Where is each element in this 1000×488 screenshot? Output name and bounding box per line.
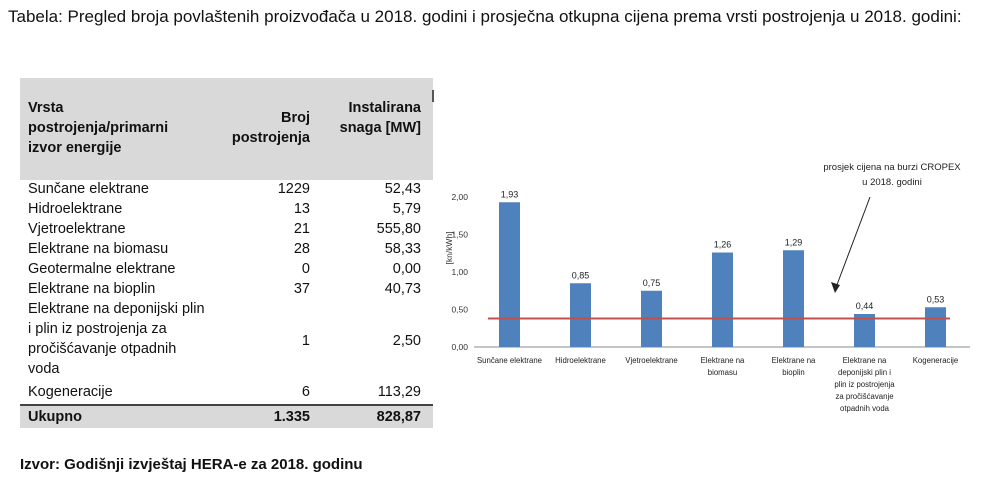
total-divider xyxy=(20,404,433,406)
category-label: bioplin xyxy=(782,368,805,377)
row-count: 28 xyxy=(293,241,310,257)
row-capacity: 40,73 xyxy=(384,281,421,297)
category-label: za pročišćavanje xyxy=(835,392,893,401)
reference-line-label: u 2018. godini xyxy=(862,177,922,188)
table-caption: Tabela: Pregled broja povlaštenih proizv… xyxy=(8,7,962,26)
bar-value-label: 0,85 xyxy=(572,270,590,280)
row-type: Elektrane na biomasu xyxy=(28,241,169,257)
reference-line-label: prosjek cijena na burzi CROPEX xyxy=(823,162,961,173)
y-tick-label: 1,00 xyxy=(451,267,468,277)
producers-table: Vrsta postrojenja/primarni izvor energij… xyxy=(20,78,433,428)
bar xyxy=(570,283,591,347)
row-count: 1 xyxy=(301,333,310,349)
row-count: 0 xyxy=(301,261,310,277)
row-count: 21 xyxy=(293,221,310,237)
row-capacity: 113,29 xyxy=(377,384,421,400)
row-capacity: 0,00 xyxy=(392,261,421,277)
category-labels: Sunčane elektrane Hidroelektrane Vjetroele… xyxy=(477,356,958,413)
y-tick-label: 0,50 xyxy=(451,305,468,315)
bar-value-label: 0,53 xyxy=(927,294,945,304)
header-type: Vrsta postrojenja/primarni izvor energij… xyxy=(28,100,169,156)
category-label: deponijski plin i xyxy=(838,368,891,377)
total-capacity: 828,87 xyxy=(376,409,421,425)
y-axis-ticks: 0,00 0,50 1,00 1,50 2,00 xyxy=(451,192,468,352)
bars-group: 1,93 0,85 0,75 1,26 1,29 0,44 0,53 xyxy=(499,189,946,347)
header-count: Broj postrojenja xyxy=(231,110,310,146)
bar xyxy=(783,250,804,347)
y-tick-label: 2,00 xyxy=(451,192,468,202)
category-label: biomasu xyxy=(708,368,737,377)
row-type: Hidroelektrane xyxy=(28,201,123,217)
row-count: 1229 xyxy=(277,181,310,197)
row-type: Elektrane na deponijski plin i plin iz p… xyxy=(28,301,205,377)
bar xyxy=(854,314,875,347)
annotation-arrow-head xyxy=(831,282,840,293)
row-type: Geotermalne elektrane xyxy=(28,261,176,277)
category-label: otpadnih voda xyxy=(840,404,890,413)
source-note: Izvor: Godišnji izvještaj HERA-e za 2018… xyxy=(20,456,363,473)
category-label: Elektrane na xyxy=(843,356,887,365)
category-label: plin iz postrojenja xyxy=(834,380,895,389)
bar-value-label: 1,93 xyxy=(501,189,519,199)
category-label: Elektrane na xyxy=(772,356,816,365)
category-label: Hidroelektrane xyxy=(555,356,606,365)
bar-value-label: 1,29 xyxy=(785,237,803,247)
row-count: 37 xyxy=(293,281,310,297)
table-header-background xyxy=(20,78,433,180)
row-capacity: 555,80 xyxy=(376,221,421,237)
bar-value-label: 1,26 xyxy=(714,240,732,250)
row-count: 6 xyxy=(301,384,310,400)
y-tick-label: 0,00 xyxy=(451,342,468,352)
total-type: Ukupno xyxy=(28,409,82,425)
category-label: Sunčane elektrane xyxy=(477,356,542,365)
annotation-arrow-line xyxy=(834,196,871,291)
row-capacity: 5,79 xyxy=(392,201,421,217)
row-type: Elektrane na bioplin xyxy=(28,281,156,297)
bar xyxy=(925,307,946,347)
category-label: Kogeneracije xyxy=(913,356,959,365)
bar-value-label: 0,44 xyxy=(856,301,874,311)
price-bar-chart: 0,00 0,50 1,00 1,50 2,00 [kn/kWh] 1,93 0,85 0,… xyxy=(444,162,970,413)
bar xyxy=(712,252,733,347)
total-count: 1.335 xyxy=(273,409,310,425)
bar-value-label: 0,75 xyxy=(643,278,661,288)
category-label: Vjetroelektrane xyxy=(625,356,677,365)
table-total-background xyxy=(20,406,433,428)
category-label: Elektrane na xyxy=(701,356,745,365)
y-axis-label: [kn/kWh] xyxy=(444,231,454,264)
y-tick-label: 1,50 xyxy=(451,230,468,240)
row-capacity: 58,33 xyxy=(384,241,421,257)
row-type: Sunčane elektrane xyxy=(28,181,149,197)
row-capacity: 52,43 xyxy=(384,181,421,197)
row-type: Kogeneracije xyxy=(28,384,113,400)
reference-line-group: prosjek cijena na burzi CROPEX u 2018. go… xyxy=(488,162,961,320)
row-capacity: 2,50 xyxy=(392,333,421,349)
header-capacity: Instalirana snaga [MW] xyxy=(339,100,421,136)
row-count: 13 xyxy=(293,201,310,217)
row-type: Vjetroelektrane xyxy=(28,221,126,237)
table-edge-mark xyxy=(432,90,434,102)
bar xyxy=(499,202,520,347)
